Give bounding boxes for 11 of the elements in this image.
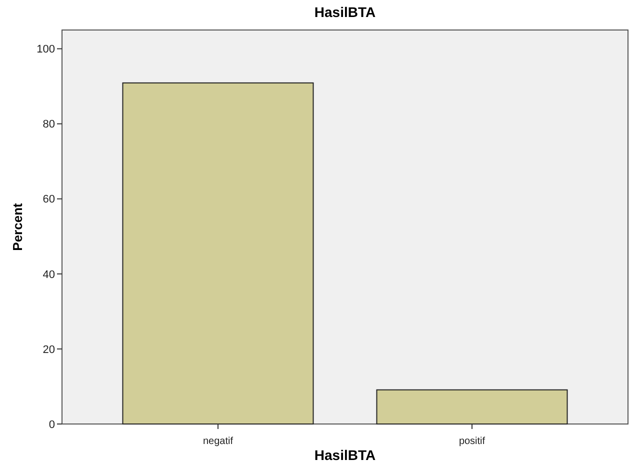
y-tick-label: 80 <box>42 118 55 131</box>
x-tick-label: positif <box>458 436 486 447</box>
y-tick-label: 20 <box>42 344 55 356</box>
y-tick-label: 100 <box>36 44 55 56</box>
x-axis-title: HasilBTA <box>314 447 376 463</box>
x-tick-label: negatif <box>202 436 234 447</box>
y-tick-label: 40 <box>42 268 55 281</box>
y-tick-label: 0 <box>48 418 55 431</box>
chart-title: HasilBTA <box>314 4 376 20</box>
y-axis-title: Percent <box>10 202 25 251</box>
y-tick-label: 60 <box>42 194 55 206</box>
